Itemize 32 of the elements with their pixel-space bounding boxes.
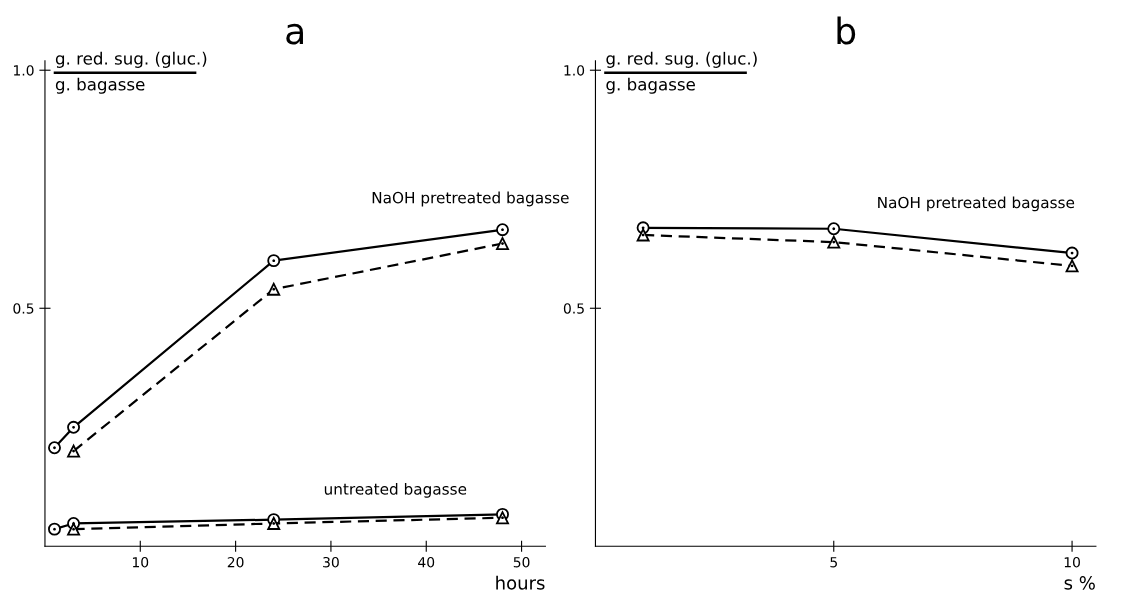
point: [827, 235, 841, 249]
y-axis-title: g. red. sug. (gluc.) g. bagasse: [55, 51, 207, 94]
x-tick-label: 10: [1064, 556, 1080, 568]
x-tick-label: 50: [513, 556, 530, 568]
point: [267, 254, 281, 268]
point: [267, 282, 281, 296]
chart-title: b: [837, 16, 856, 45]
y-tick-label: 0.5: [13, 303, 34, 314]
point: [67, 444, 81, 458]
chart-title: a: [286, 23, 303, 45]
point: [827, 222, 841, 236]
y-tick-label: 1.0: [564, 65, 585, 76]
y-tick-label: 1.0: [13, 65, 34, 76]
y-tick-label: 0.5: [563, 303, 584, 314]
point: [48, 441, 61, 455]
annotation: NaOH pretreated bagasse: [372, 191, 569, 207]
x-tick-label: 20: [227, 556, 244, 568]
point: [67, 522, 81, 536]
point: [496, 237, 509, 250]
x-tick-label: 10: [132, 556, 149, 568]
annotation: untreated bagasse: [324, 482, 467, 498]
annotation: NaOH pretreated bagasse: [878, 196, 1075, 212]
y-axis-title: g. red. sug. (gluc.) g. bagasse: [606, 51, 757, 94]
x-tick-label: 30: [323, 556, 339, 568]
x-axis-title: hours: [496, 575, 545, 590]
point: [496, 511, 509, 525]
x-axis-title: s %: [1064, 576, 1095, 590]
point: [496, 223, 509, 237]
point: [67, 420, 81, 434]
x-tick-label: 5: [830, 557, 837, 568]
x-tick-label: 40: [418, 556, 435, 568]
point: [48, 522, 61, 536]
